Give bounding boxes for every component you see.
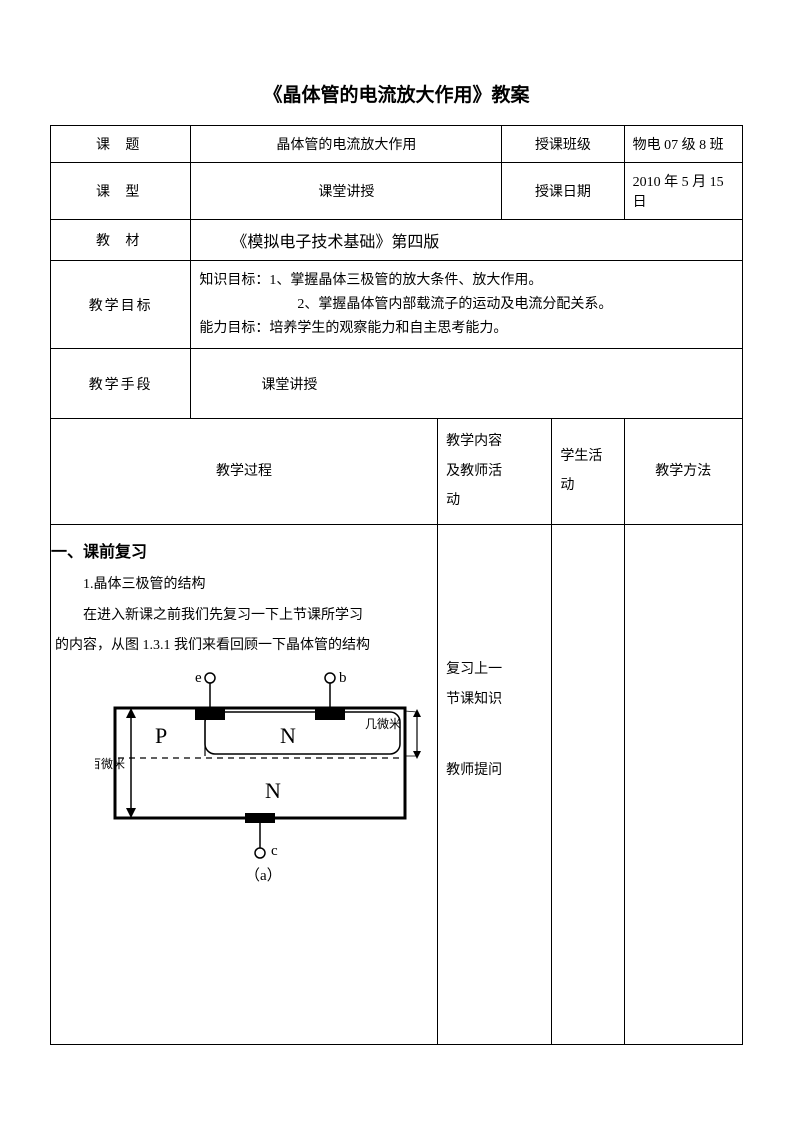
content-p1: 1.晶体三极管的结构	[51, 570, 429, 601]
hdr-student-activity: 学生活动	[552, 419, 624, 524]
teaching-method-cell	[624, 524, 742, 1044]
svg-text:e: e	[195, 670, 202, 686]
teacher-activity-cell: 复习上一 节课知识 教师提问	[438, 524, 552, 1044]
label-type: 课 型	[51, 163, 191, 220]
svg-text:几微米: 几微米	[365, 717, 401, 731]
lesson-plan-table: 课 题 晶体管的电流放大作用 授课班级 物电 07 级 8 班 课 型 课堂讲授…	[50, 125, 743, 1045]
transistor-diagram: e b c P N N 几百微米 几微米 （a）	[95, 668, 429, 898]
hdr-teacher-activity: 教学内容 及教师活 动	[438, 419, 552, 524]
row-process-header: 教学过程 教学内容 及教师活 动 学生活动 教学方法	[51, 419, 743, 524]
label-goals: 教学目标	[51, 261, 191, 349]
goal-line-3: 能力目标：培养学生的观察能力和自主思考能力。	[199, 317, 734, 341]
side-s1: 复习上一	[446, 655, 543, 686]
hdr-col2b: 及教师活	[446, 464, 502, 479]
hdr-process: 教学过程	[51, 419, 438, 524]
content-p2a: 在进入新课之前我们先复习一下上节课所学习	[51, 601, 429, 632]
page-title: 《晶体管的电流放大作用》教案	[50, 80, 743, 107]
label-topic: 课 题	[51, 126, 191, 163]
hdr-teaching-method: 教学方法	[624, 419, 742, 524]
label-class: 授课班级	[502, 126, 624, 163]
hdr-col2c: 动	[446, 493, 460, 508]
row-textbook: 教 材 《模拟电子技术基础》第四版	[51, 220, 743, 261]
value-type: 课堂讲授	[191, 163, 502, 220]
goal-line-1: 知识目标：1、掌握晶体三极管的放大条件、放大作用。	[199, 269, 734, 293]
svg-text:P: P	[155, 723, 167, 748]
side-s3: 教师提问	[446, 756, 543, 787]
goal-line-2: 2、掌握晶体管内部载流子的运动及电流分配关系。	[199, 293, 734, 317]
value-topic: 晶体管的电流放大作用	[191, 126, 502, 163]
svg-text:（a）: （a）	[245, 867, 282, 884]
value-date: 2010 年 5 月 15 日	[624, 163, 742, 220]
content-main: 一、课前复习 1.晶体三极管的结构 在进入新课之前我们先复习一下上节课所学习 的…	[51, 524, 438, 1044]
svg-text:b: b	[339, 670, 347, 686]
content-p2b: 的内容，从图 1.3.1 我们来看回顾一下晶体管的结构	[51, 631, 429, 662]
svg-text:N: N	[280, 723, 296, 748]
side-s2: 节课知识	[446, 685, 543, 716]
row-topic: 课 题 晶体管的电流放大作用 授课班级 物电 07 级 8 班	[51, 126, 743, 163]
label-textbook: 教 材	[51, 220, 191, 261]
label-method: 教学手段	[51, 349, 191, 419]
svg-text:几百微米: 几百微米	[95, 757, 125, 771]
value-class: 物电 07 级 8 班	[624, 126, 742, 163]
row-content: 一、课前复习 1.晶体三极管的结构 在进入新课之前我们先复习一下上节课所学习 的…	[51, 524, 743, 1044]
hdr-col2a: 教学内容	[446, 434, 502, 449]
value-method: 课堂讲授	[191, 349, 743, 419]
row-method: 教学手段 课堂讲授	[51, 349, 743, 419]
label-date: 授课日期	[502, 163, 624, 220]
row-type: 课 型 课堂讲授 授课日期 2010 年 5 月 15 日	[51, 163, 743, 220]
svg-text:c: c	[271, 843, 278, 859]
student-activity-cell	[552, 524, 624, 1044]
value-textbook: 《模拟电子技术基础》第四版	[191, 220, 743, 261]
section-heading: 一、课前复习	[51, 535, 429, 570]
row-goals: 教学目标 知识目标：1、掌握晶体三极管的放大条件、放大作用。 2、掌握晶体管内部…	[51, 261, 743, 349]
svg-text:N: N	[265, 778, 281, 803]
value-goals: 知识目标：1、掌握晶体三极管的放大条件、放大作用。 2、掌握晶体管内部载流子的运…	[191, 261, 743, 349]
